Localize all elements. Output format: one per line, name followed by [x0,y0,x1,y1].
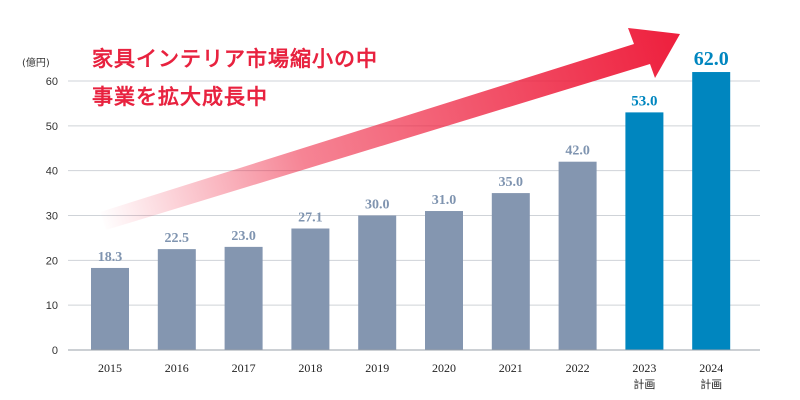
y-tick-label: 30 [46,211,58,223]
bar-2015 [91,267,129,350]
value-label: 62.0 [694,48,729,70]
y-unit-label: (億円) [22,56,50,69]
x-tick-label: 2015 [98,361,122,375]
bar-2019 [358,215,397,350]
value-label: 23.0 [231,229,256,244]
value-label: 53.0 [631,93,657,109]
y-tick-label: 40 [46,166,58,178]
x-tick-label: 2019 [365,361,389,375]
bar-2021 [491,193,530,350]
x-tick-label: 2018 [298,361,322,375]
y-tick-label: 60 [46,76,58,88]
headline-line-1: 家具インテリア市場縮小の中 [92,46,378,71]
bar-2016 [157,249,196,350]
y-tick-label: 10 [46,300,58,312]
x-tick-label: 2021 [499,361,523,375]
arrow-shape [100,28,680,230]
value-label: 31.0 [432,193,457,208]
x-tick-label: 2020 [432,361,456,375]
x-tick-label: 2017 [232,361,256,375]
x-tick-label: 2022 [566,361,590,375]
x-tick-label: 2024 [699,361,723,375]
y-tick-label: 20 [46,255,58,267]
value-label: 30.0 [365,198,390,213]
x-tick-label: 2016 [165,361,189,375]
x-tick-sublabel: 計画 [633,377,655,391]
bars [91,72,731,351]
bar-2017 [224,246,263,350]
value-label: 42.0 [565,144,590,159]
axes: 0 10 20 30 40 50 60 2015 2016 2017 2018 2019 2020 202… [46,76,760,391]
bar-2020 [425,211,463,350]
value-labels: 18.3 22.5 23.0 27.1 30.0 31.0 35.0 42.0 53.0 62.0 [98,48,729,265]
bar-2024 [692,72,731,351]
x-tick-label: 2023 [632,361,656,375]
value-label: 18.3 [98,250,123,265]
value-label: 27.1 [298,211,323,226]
growth-arrow [100,28,680,230]
value-label: 22.5 [165,231,190,246]
value-label: 35.0 [499,175,524,190]
y-tick-label: 0 [52,345,58,357]
y-tick-label: 50 [46,121,58,133]
bar-2023 [625,112,664,350]
x-tick-sublabel: 計画 [700,377,722,391]
bar-2022 [558,161,597,350]
bar-2018 [291,228,330,350]
headline-line-2: 事業を拡大成長中 [92,84,268,109]
